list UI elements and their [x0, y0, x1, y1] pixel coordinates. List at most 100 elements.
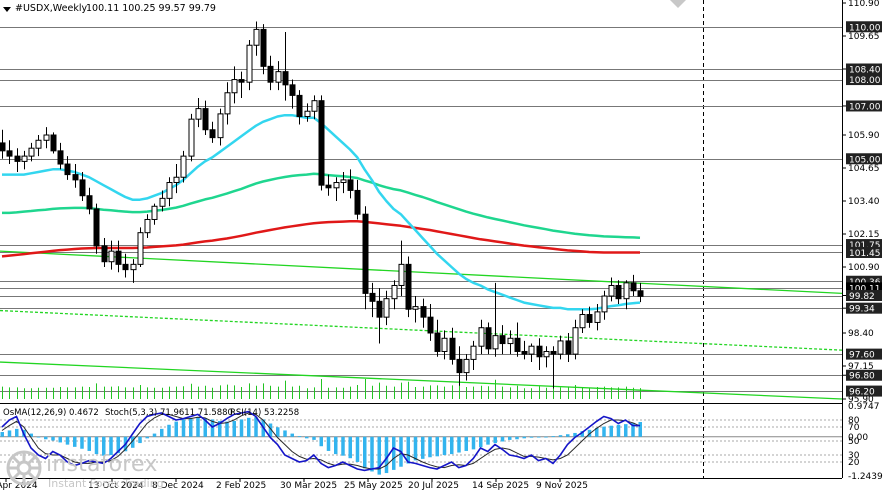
candle-bear — [267, 65, 274, 83]
candle-bear — [14, 155, 21, 162]
rsi-label: RSI(14) 53.2258 — [230, 408, 299, 418]
candle-bear — [289, 84, 296, 96]
candle-bear — [369, 292, 376, 302]
candle-bear — [362, 213, 369, 294]
candle-bull — [572, 327, 579, 355]
indicator-panel — [0, 410, 842, 475]
osma-bar — [203, 418, 207, 437]
osma-bar — [80, 436, 84, 449]
candle-bear — [521, 350, 528, 355]
price-tick-label: 105.90 — [848, 131, 880, 141]
candle-bear — [354, 189, 361, 215]
osma-bar — [421, 436, 425, 459]
ema-slow-line — [1, 220, 640, 258]
osma-bar — [493, 436, 497, 444]
candle-bull — [137, 232, 144, 265]
osma-bar — [174, 421, 178, 437]
price-level-badge — [846, 153, 882, 165]
candle-bull — [195, 108, 202, 120]
candle-bull — [594, 311, 601, 323]
osma-bar — [631, 422, 635, 437]
candle-bull — [159, 197, 166, 207]
candle-bull — [608, 284, 615, 297]
volume-bars — [2, 379, 641, 399]
candle-bear — [93, 208, 100, 247]
osma-bar — [232, 420, 236, 437]
candle-bear — [0, 142, 6, 152]
price-level-badge — [846, 239, 882, 251]
candle-bear — [50, 134, 57, 152]
candle-bull — [492, 335, 499, 350]
price-level-label: 108.40 — [849, 66, 881, 76]
price-level-badge — [846, 100, 882, 112]
candle-bull — [144, 218, 151, 234]
osma-bar — [515, 436, 519, 440]
candle-bull — [43, 134, 50, 141]
candle-bear — [115, 250, 122, 265]
price-level-badge — [846, 369, 882, 381]
brand-name: instaforex — [46, 452, 158, 477]
price-tick-label: 95.90 — [848, 395, 874, 405]
candle-bull — [441, 337, 448, 352]
candle-bull — [398, 263, 405, 286]
candle-bull — [623, 282, 630, 300]
time-tick-label: 28 Apr 2024 — [0, 481, 38, 491]
osma-bar — [65, 436, 70, 445]
osma-bar — [152, 433, 157, 437]
price-level-badge — [846, 21, 882, 33]
osma-bar — [15, 428, 19, 437]
osma-bar — [102, 436, 106, 456]
candle-bull — [130, 263, 137, 271]
osma-bar — [638, 422, 642, 437]
time-axis: 28 Apr 2024 13 Oct 2024 8 Dec 2024 2 Feb 20… — [0, 478, 588, 491]
osma-bar — [450, 436, 454, 455]
candle-bull — [108, 250, 115, 263]
candle-bear — [499, 335, 506, 345]
osma-bar — [616, 424, 621, 437]
current-price-badge — [846, 282, 882, 294]
osma-bar — [522, 436, 526, 439]
osma-bar — [58, 436, 62, 443]
osma-bar — [486, 436, 490, 445]
trendline-lower — [0, 361, 843, 400]
price-tick-label: 100.90 — [848, 263, 880, 273]
price-tick-label: 103.40 — [848, 197, 880, 207]
candle-bull — [383, 298, 390, 318]
time-tick-label: 14 Sep 2025 — [472, 481, 529, 491]
instaforex-logo-icon — [6, 450, 42, 486]
price-level-badge — [846, 290, 882, 302]
candle-bear — [536, 345, 543, 358]
candle-bear — [485, 327, 492, 350]
osma-bar — [551, 436, 555, 437]
osma-bar — [268, 423, 273, 437]
osma-bar — [442, 436, 447, 456]
osma-bar — [537, 436, 541, 438]
osma-bar — [319, 436, 323, 447]
oscillator-axis-label: 30 — [848, 451, 860, 461]
candle-bear — [296, 94, 303, 118]
candle-bull — [340, 179, 347, 184]
chart-shift-marker-icon[interactable] — [670, 0, 686, 8]
candle-bear — [427, 316, 434, 334]
candle-bull — [217, 113, 224, 139]
ohlc-values: 100.11 100.25 99.57 99.79 — [86, 3, 216, 14]
price-level-label: 99.82 — [849, 292, 875, 302]
candle-bull — [528, 345, 535, 355]
candle-bear — [514, 337, 521, 352]
osma-bar — [29, 433, 33, 437]
candle-bear — [565, 340, 572, 355]
osma-bar — [508, 436, 512, 440]
time-tick-label: 13 Oct 2024 — [88, 481, 144, 491]
dropdown-triangle-icon[interactable] — [3, 7, 11, 12]
candle-bull — [412, 306, 419, 310]
candle-bull — [557, 340, 564, 355]
candle-bear — [260, 28, 267, 67]
osma-bar — [558, 435, 563, 437]
oscillator-axis-label: 50 — [848, 437, 860, 447]
price-level-badge — [846, 275, 882, 287]
candle-bear — [238, 79, 245, 83]
candle-bear — [586, 314, 593, 323]
time-tick-label: 9 Nov 2025 — [536, 481, 588, 491]
candle-bull — [275, 71, 282, 83]
